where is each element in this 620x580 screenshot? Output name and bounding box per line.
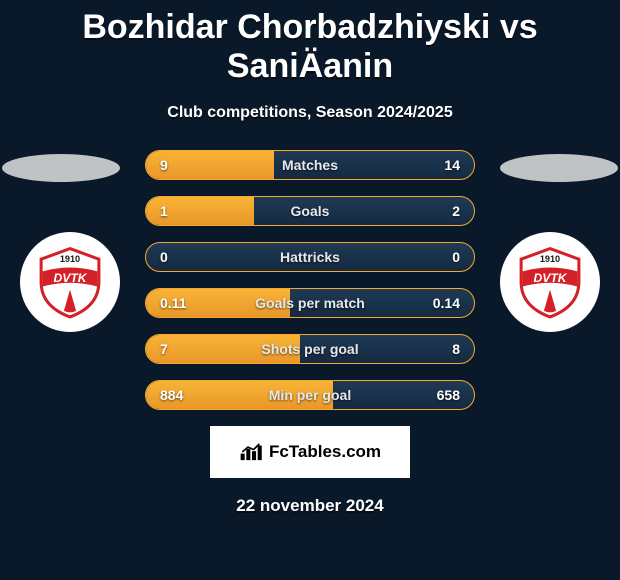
- stat-right-value: 0.14: [433, 295, 460, 311]
- stat-label: Hattricks: [146, 249, 474, 265]
- logo-text: DVTK: [533, 271, 567, 285]
- logo-year: 1910: [60, 254, 80, 264]
- stat-right-value: 8: [452, 341, 460, 357]
- fctables-logo-icon: [239, 441, 265, 463]
- stat-right-value: 14: [444, 157, 460, 173]
- stat-bar: 9Matches14: [145, 150, 475, 180]
- dvtk-logo-icon: 1910 DVTK: [512, 244, 588, 320]
- stat-bars: 9Matches14 1Goals2 0Hattricks0 0.11Goals pe…: [145, 150, 475, 410]
- stat-right-value: 2: [452, 203, 460, 219]
- logo-text: DVTK: [53, 271, 87, 285]
- stat-right-value: 658: [437, 387, 460, 403]
- dvtk-logo-icon: 1910 DVTK: [32, 244, 108, 320]
- stat-bar: 884Min per goal658: [145, 380, 475, 410]
- stat-right-value: 0: [452, 249, 460, 265]
- fctables-badge[interactable]: FcTables.com: [210, 426, 410, 478]
- page-title: Bozhidar Chorbadzhiyski vs SaniÄanin: [0, 0, 620, 86]
- right-shadow-oval: [500, 154, 618, 182]
- stat-bar: 0.11Goals per match0.14: [145, 288, 475, 318]
- stat-label: Goals: [146, 203, 474, 219]
- stat-label: Matches: [146, 157, 474, 173]
- subtitle: Club competitions, Season 2024/2025: [0, 104, 620, 122]
- right-team-logo: 1910 DVTK: [500, 232, 600, 332]
- stat-label: Shots per goal: [146, 341, 474, 357]
- left-team-logo: 1910 DVTK: [20, 232, 120, 332]
- stat-bar: 1Goals2: [145, 196, 475, 226]
- logo-year: 1910: [540, 254, 560, 264]
- comparison-panel: 1910 DVTK 1910 DVTK 9Matches14 1Goals2 0Ha…: [0, 150, 620, 410]
- stat-label: Min per goal: [146, 387, 474, 403]
- left-shadow-oval: [2, 154, 120, 182]
- stat-bar: 0Hattricks0: [145, 242, 475, 272]
- fctables-label: FcTables.com: [269, 442, 381, 462]
- stat-label: Goals per match: [146, 295, 474, 311]
- stat-bar: 7Shots per goal8: [145, 334, 475, 364]
- date-label: 22 november 2024: [0, 496, 620, 516]
